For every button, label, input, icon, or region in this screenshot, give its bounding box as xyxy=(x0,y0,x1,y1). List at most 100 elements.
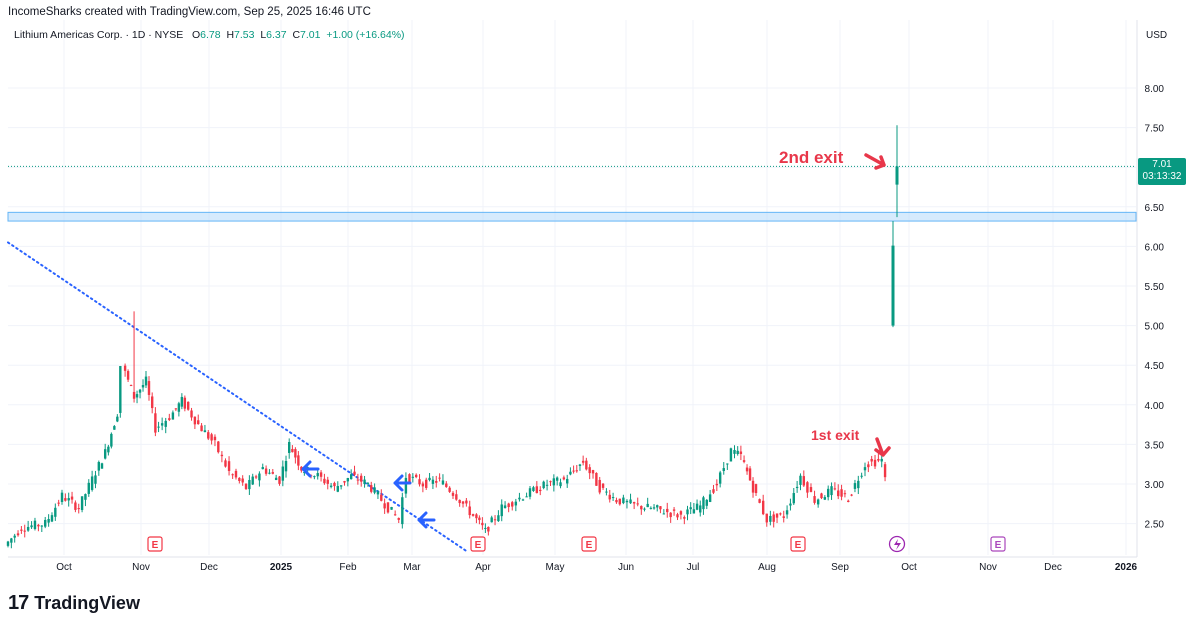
candle-body xyxy=(119,366,122,413)
symbol-name[interactable]: Lithium Americas Corp. · 1D · NYSE xyxy=(14,29,184,41)
brand-name: TradingView xyxy=(34,593,140,613)
candle-body xyxy=(465,500,468,504)
candle-body xyxy=(224,460,227,467)
candle-body xyxy=(559,482,562,487)
candle-body xyxy=(672,509,676,511)
price-tick-label: 2.50 xyxy=(1145,520,1165,531)
candle-body xyxy=(809,487,813,492)
candle-body xyxy=(234,470,238,478)
time-tick-label: Aug xyxy=(758,562,776,573)
candle-body xyxy=(110,433,113,447)
future-earnings-marker-label: E xyxy=(995,540,1002,551)
candle-body xyxy=(769,515,772,522)
candle-body xyxy=(281,466,285,481)
candle-body xyxy=(799,475,802,485)
candle-body xyxy=(487,526,490,532)
candle-body xyxy=(441,480,445,485)
candle-body xyxy=(401,497,404,525)
candle-body xyxy=(666,508,669,513)
candle-body xyxy=(129,385,133,387)
candle-body xyxy=(90,476,94,490)
candle-body xyxy=(319,472,323,477)
candle-body xyxy=(605,491,608,493)
candle-body xyxy=(643,508,646,510)
candle-body xyxy=(67,498,70,501)
candle-body xyxy=(830,486,833,496)
candle-body xyxy=(353,471,356,475)
candle-body xyxy=(702,497,705,510)
candle-body xyxy=(813,496,816,503)
candle-body xyxy=(765,513,768,523)
candle-body xyxy=(683,517,686,519)
candle-body xyxy=(448,487,451,492)
candle-body xyxy=(47,518,50,523)
candle-body xyxy=(525,496,528,498)
candle-body xyxy=(123,365,127,371)
tradingview-brand[interactable]: 17 TradingView xyxy=(8,592,140,615)
currency-label[interactable]: USD xyxy=(1146,30,1168,41)
time-tick-label: Mar xyxy=(403,562,421,573)
time-tick-label: Nov xyxy=(132,562,150,573)
candle-body xyxy=(632,502,636,504)
candle-body xyxy=(70,496,74,500)
price-tick-label: 6.00 xyxy=(1145,242,1165,253)
candle-body xyxy=(569,471,572,475)
candle-body xyxy=(478,517,481,521)
candle-body xyxy=(729,448,733,462)
candle-body xyxy=(386,502,390,513)
candle-body xyxy=(408,474,411,483)
time-tick-label: Dec xyxy=(200,562,218,573)
candle-body xyxy=(445,483,448,487)
candle-body xyxy=(585,460,588,470)
candle-body xyxy=(40,525,43,527)
candle-body xyxy=(100,463,104,469)
time-tick-label: Jun xyxy=(618,562,634,573)
candle-body xyxy=(659,506,662,510)
candle-body xyxy=(268,472,271,474)
candle-body xyxy=(493,519,497,521)
candle-body xyxy=(699,505,702,513)
candle-body xyxy=(863,467,867,471)
candle-body xyxy=(795,486,799,489)
candle-body xyxy=(438,477,441,479)
candle-body xyxy=(451,492,455,496)
candle-body xyxy=(393,514,397,516)
candle-body xyxy=(733,450,736,454)
candle-body xyxy=(244,483,248,490)
earnings-marker-label: E xyxy=(152,540,159,551)
candle-body xyxy=(542,481,545,489)
candle-body xyxy=(150,396,154,409)
candle-body xyxy=(210,434,213,441)
candle-body xyxy=(490,517,493,523)
candle-body xyxy=(712,489,715,493)
candle-body xyxy=(625,500,629,503)
candle-body xyxy=(761,500,765,515)
candle-body xyxy=(497,515,500,522)
candle-body xyxy=(775,513,779,518)
candle-body xyxy=(877,458,880,461)
candle-body xyxy=(294,449,297,458)
candle-body xyxy=(373,487,376,493)
candle-body xyxy=(692,509,696,514)
close-label: C xyxy=(292,29,301,41)
price-tick-label: 5.50 xyxy=(1145,282,1165,293)
candle-body xyxy=(200,425,203,432)
candle-body xyxy=(850,494,853,496)
candle-body xyxy=(782,516,785,518)
candle-body xyxy=(13,535,16,538)
candle-body xyxy=(826,488,830,498)
candle-body xyxy=(575,470,578,472)
candle-body xyxy=(197,420,200,425)
candle-body xyxy=(622,497,625,504)
candle-body xyxy=(748,468,752,481)
candle-body xyxy=(843,493,847,495)
candle-body xyxy=(481,522,484,526)
time-tick-label: Jul xyxy=(687,562,700,573)
candle-body xyxy=(595,472,598,486)
candle-body xyxy=(840,489,843,497)
candle-body xyxy=(847,500,850,502)
candle-body xyxy=(411,476,415,478)
candle-body xyxy=(792,493,795,504)
open-label: O xyxy=(191,29,201,41)
